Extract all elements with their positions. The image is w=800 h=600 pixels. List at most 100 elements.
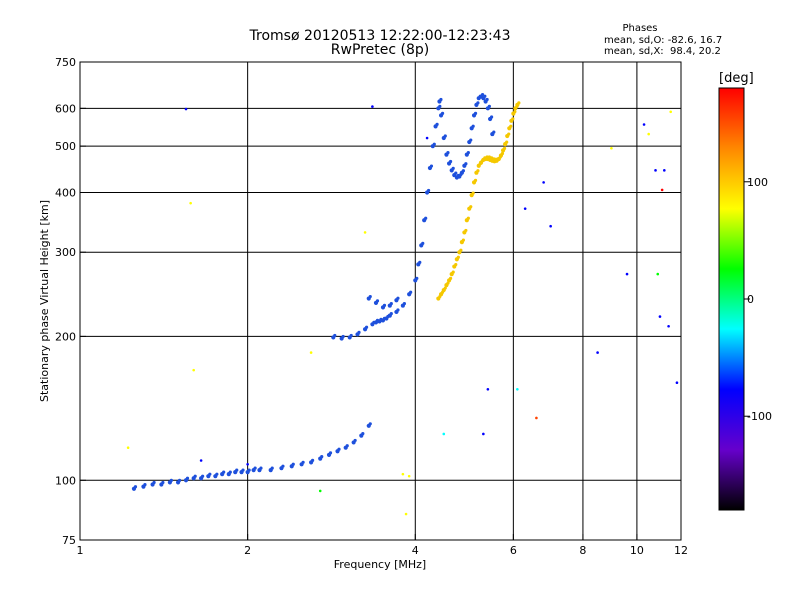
data-point [382,303,387,307]
data-point [451,166,455,170]
data-point [318,489,322,493]
data-point [464,162,468,166]
data-point [409,290,413,294]
data-point [469,205,473,209]
data-point [133,485,138,489]
chart-subtitle: RwPretec (8p) [331,42,429,58]
data-point [401,472,405,476]
data-point [505,140,509,144]
data-point [454,171,458,175]
data-point [485,97,489,102]
data-point [235,468,239,472]
data-point [596,351,599,354]
data-point [663,169,666,172]
data-point [511,117,515,121]
y-tick-label: 75 [62,534,76,547]
data-point [375,299,380,303]
data-point [152,480,156,485]
y-tick-label: 500 [55,140,76,153]
data-point [345,444,349,448]
data-point [407,474,411,478]
data-point [667,324,670,328]
data-points [126,92,679,516]
data-point [429,164,434,168]
data-point [500,151,505,156]
data-point [675,381,679,385]
phase-info-o: mean, sd,O: -82.6, 16.7 [604,35,722,46]
data-point [471,124,475,128]
data-point [523,207,527,210]
data-point [389,301,393,306]
data-point [281,464,285,468]
data-point [669,110,673,114]
data-point [451,270,455,274]
data-point [246,463,249,466]
data-point [660,188,664,192]
y-tick-label: 600 [55,102,76,115]
data-point [328,451,333,455]
data-point [480,92,485,97]
data-point [461,169,465,173]
y-tick-label: 100 [55,474,76,487]
data-point [361,432,365,436]
data-point [189,201,192,205]
data-point [199,459,203,462]
data-point [438,104,442,108]
data-point [459,248,463,252]
data-point [421,241,425,246]
colorbar [718,87,745,511]
data-point [516,388,519,391]
data-point [517,101,521,105]
data-point [371,105,374,108]
x-tick-label: 10 [630,544,644,557]
data-point [461,238,465,242]
data-point [446,151,450,155]
x-tick-label: 6 [510,544,517,557]
data-point [222,470,226,474]
data-point [656,272,660,276]
data-point [247,468,251,472]
data-point [610,146,613,150]
data-point [432,142,436,146]
data-point [654,169,657,172]
data-point [320,455,324,459]
y-tick-label: 300 [55,246,76,259]
data-point [357,330,361,334]
data-point [389,312,393,316]
y-tick-label: 200 [55,330,76,343]
x-tick-label: 2 [244,544,251,557]
data-point [201,474,205,478]
data-point [509,124,513,128]
y-tick-label: 750 [55,56,76,69]
data-point [184,107,188,111]
data-point [215,472,219,476]
data-point [456,255,460,259]
data-point [253,466,257,470]
data-point [241,468,245,472]
data-point [483,94,487,98]
data-point [425,136,429,140]
data-point [353,438,357,443]
plot-area [79,61,682,541]
data-point [487,104,491,108]
data-point [337,447,341,451]
data-point [291,462,295,466]
x-tick-label: 1 [77,544,84,557]
data-point [228,470,232,474]
colorbar-tick-label: 100 [747,176,768,189]
data-point [126,446,130,449]
data-point [415,276,419,280]
data-point [418,260,422,264]
data-point [402,301,406,306]
data-point [486,388,490,391]
data-point [426,188,431,193]
data-point [363,231,367,234]
data-point [549,224,552,228]
data-point [143,483,147,487]
data-point [642,123,646,126]
colorbar-label: [deg] [719,71,754,86]
x-tick-label: 12 [674,544,688,557]
data-point [443,286,447,290]
data-point [259,466,263,470]
data-point [448,276,453,280]
